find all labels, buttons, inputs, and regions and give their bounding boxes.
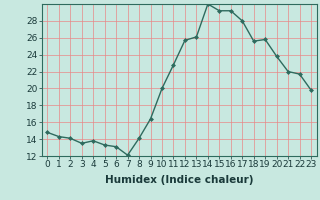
X-axis label: Humidex (Indice chaleur): Humidex (Indice chaleur) — [105, 175, 253, 185]
